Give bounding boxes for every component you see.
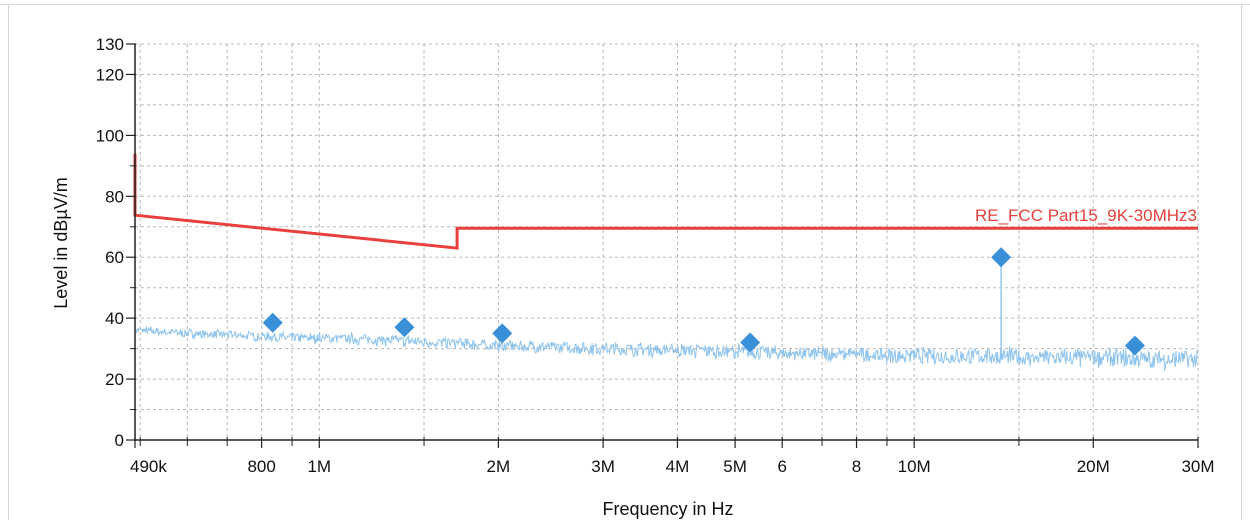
x-tick-label: 4M [666,457,690,476]
x-tick-label: 1M [307,457,331,476]
limit-line-path [133,153,1198,250]
measurement-trace [134,257,1199,371]
trace-line [134,326,1199,371]
y-tick-label: 100 [96,126,124,145]
x-tick-label: 6 [777,457,786,476]
limit-line [133,153,1198,250]
grid-lines [135,43,1199,440]
peak-marker [262,312,283,333]
y-tick-label: 60 [105,248,124,267]
peak-marker [492,323,513,344]
x-axis-title: Frequency in Hz [602,499,733,519]
x-tick-label: 3M [591,457,615,476]
y-tick-label: 20 [105,370,124,389]
axes [126,43,1199,448]
x-tick-label: 800 [247,457,275,476]
limit-line-label: RE_FCC Part15_9K-30MHz3 [975,206,1197,225]
x-tick-label: 5M [723,457,747,476]
x-tick-label: 30M [1181,457,1214,476]
y-tick-label: 40 [105,309,124,328]
x-tick-label: 2M [487,457,511,476]
x-tick-label: 8 [852,457,861,476]
x-tick-label: 20M [1077,457,1110,476]
y-tick-label: 130 [96,35,124,54]
y-tick-label: 120 [96,65,124,84]
frame-left-border [8,4,9,520]
frame-top-border [0,4,1250,5]
peak-marker [394,317,415,338]
x-tick-label: 10M [898,457,931,476]
y-tick-label: 80 [105,187,124,206]
y-axis-title: Level in dBµV/m [51,177,71,308]
peak-marker [991,247,1012,268]
peak-marker [1124,335,1145,356]
y-tick-label: 0 [115,431,124,450]
peak-markers [262,247,1145,356]
x-tick-label: 490k [130,457,167,476]
tick-labels: 0 20 40 60 80 100 120 130 490k 800 1M 2M 3M 4M 5M 6 8 10M… [96,35,1215,476]
frame-right-border [1241,4,1242,520]
peak-marker [740,332,761,353]
